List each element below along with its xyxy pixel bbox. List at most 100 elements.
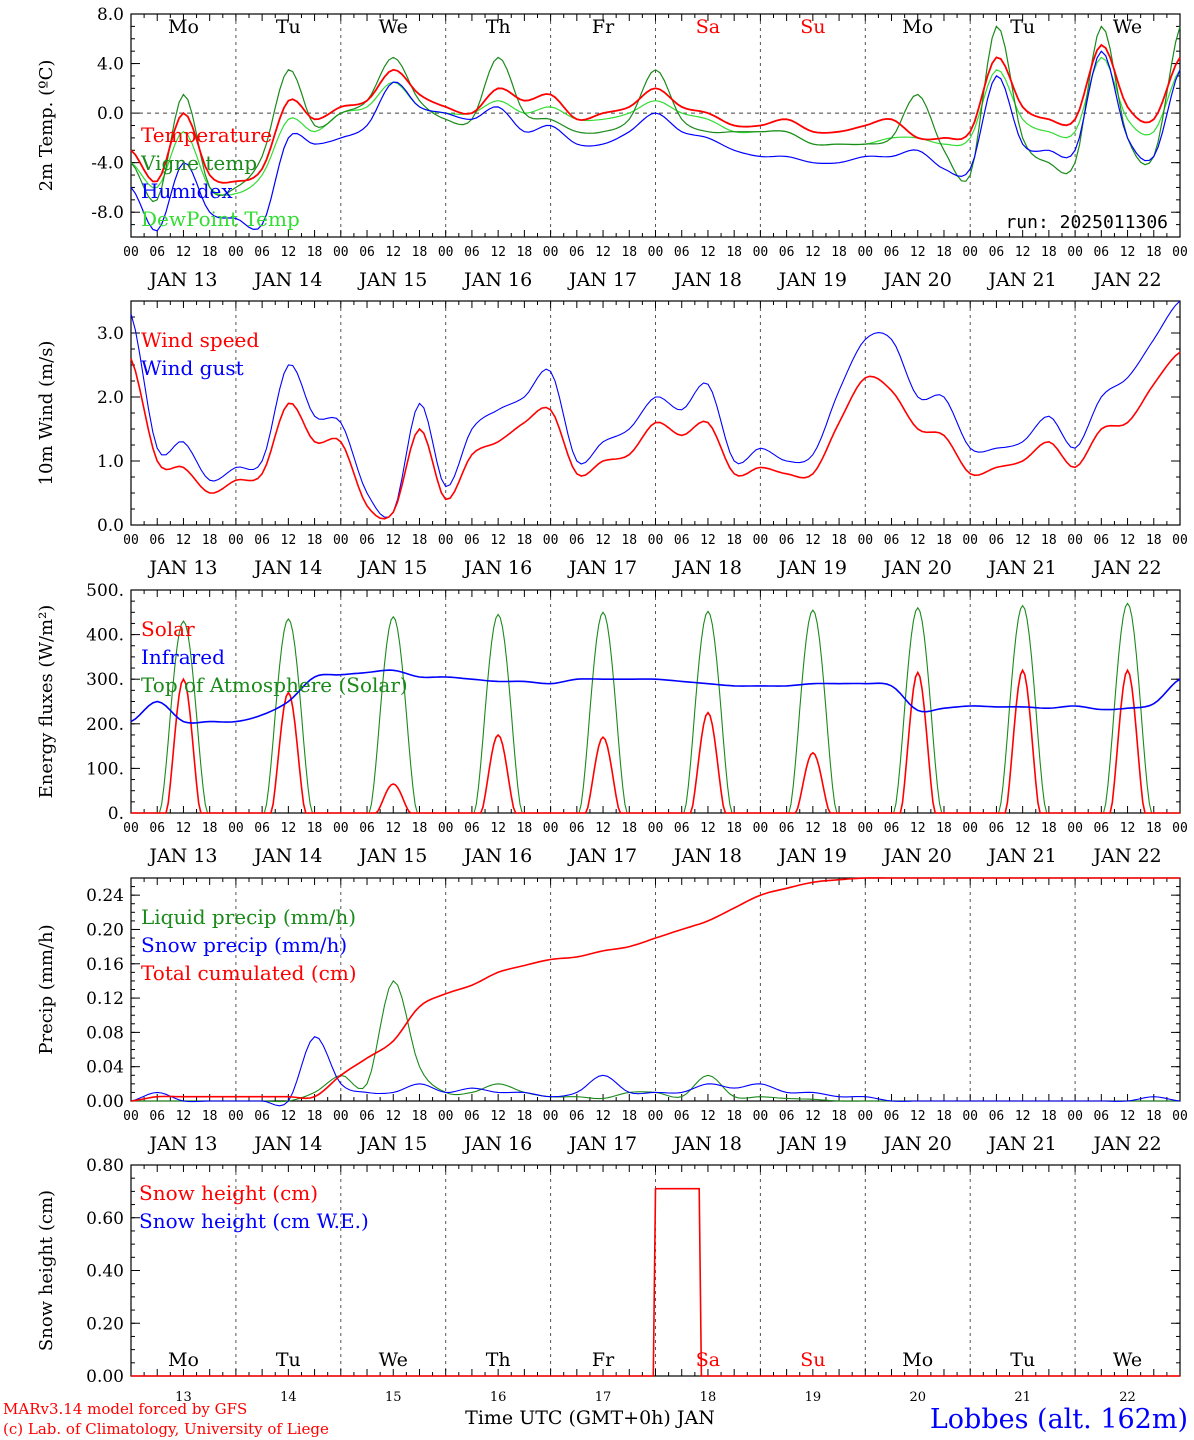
date-label: JAN 13: [147, 269, 217, 291]
day-number-label: 20: [909, 1390, 926, 1405]
y-tick-label: 1.0: [97, 452, 124, 472]
hour-label: 06: [779, 245, 795, 260]
hour-label: 00: [123, 1109, 139, 1124]
hour-label: 06: [1093, 1109, 1109, 1124]
hour-label: 00: [1067, 1109, 1083, 1124]
series-line-infrared: [130, 669, 1181, 724]
hour-label: 18: [1041, 1109, 1057, 1124]
hour-label: 00: [543, 245, 559, 260]
hour-label: 06: [674, 533, 690, 548]
hour-label: 00: [1067, 533, 1083, 548]
hour-label: 18: [1146, 821, 1162, 836]
date-label: JAN 22: [1091, 557, 1161, 579]
hour-label: 06: [569, 1109, 585, 1124]
series-line-wind-gust: [130, 300, 1181, 518]
date-label: JAN 19: [777, 557, 847, 579]
hour-label: 00: [648, 533, 664, 548]
date-label: JAN 17: [567, 1133, 637, 1155]
date-label: JAN 13: [147, 557, 217, 579]
hour-label: 00: [438, 533, 454, 548]
y-tick-label: 0.40: [86, 1262, 124, 1282]
hour-label: 12: [490, 821, 506, 836]
weekday-label: Tu: [276, 16, 301, 38]
hour-label: 00: [438, 245, 454, 260]
hour-label: 06: [569, 245, 585, 260]
weekday-label: Mo: [168, 16, 199, 38]
y-tick-label: 0.0: [97, 516, 124, 536]
hour-label: 00: [648, 245, 664, 260]
weekday-label: Sa: [696, 16, 720, 38]
hour-label: 06: [569, 821, 585, 836]
hour-label: 12: [385, 821, 401, 836]
legend-entry: Wind gust: [141, 356, 244, 380]
hour-label: 12: [805, 821, 821, 836]
hour-label: 18: [202, 533, 218, 548]
y-tick-label: 0.0: [97, 104, 124, 124]
legend-entry: Wind speed: [141, 328, 259, 352]
series-line-snow-precip-mm-h-: [130, 1036, 1181, 1107]
hour-label: 18: [517, 821, 533, 836]
hour-label: 06: [674, 821, 690, 836]
hour-label: 12: [176, 245, 192, 260]
hour-label: 06: [359, 533, 375, 548]
date-label: JAN 21: [987, 1133, 1057, 1155]
hour-label: 00: [753, 821, 769, 836]
hour-label: 06: [674, 1109, 690, 1124]
hour-label: 12: [1120, 1109, 1136, 1124]
date-label: JAN 15: [357, 1133, 427, 1155]
hour-label: 00: [648, 821, 664, 836]
hour-label: 00: [123, 821, 139, 836]
hour-label: 12: [595, 821, 611, 836]
hour-label: 18: [202, 1109, 218, 1124]
hour-label: 12: [595, 1109, 611, 1124]
date-label: JAN 17: [567, 557, 637, 579]
date-label: JAN 14: [252, 269, 322, 291]
date-label: JAN 22: [1091, 269, 1161, 291]
hour-label: 06: [149, 1109, 165, 1124]
hour-label: 06: [149, 245, 165, 260]
hour-label: 06: [989, 821, 1005, 836]
hour-label: 18: [307, 245, 323, 260]
hour-label: 06: [464, 245, 480, 260]
hour-label: 00: [1067, 821, 1083, 836]
hour-label: 12: [176, 821, 192, 836]
panel-energy: 0. 100. 200. 300. 400. 500. Energy fluxes (W/m…: [36, 581, 1188, 867]
hour-label: 12: [700, 245, 716, 260]
hour-label: 00: [753, 1109, 769, 1124]
series-line-wind-speed: [130, 351, 1181, 520]
day-number-label: 16: [490, 1390, 507, 1405]
hour-label: 00: [962, 1109, 978, 1124]
y-tick-label: 0.60: [86, 1209, 124, 1229]
hour-label: 00: [333, 533, 349, 548]
legend-entry: Infrared: [141, 645, 225, 669]
series-line-humidex: [130, 50, 1181, 232]
date-label: JAN 18: [672, 269, 742, 291]
day-number-label: 21: [1014, 1390, 1031, 1405]
hour-label: 18: [1041, 245, 1057, 260]
hour-label: 12: [1120, 245, 1136, 260]
hour-label: 12: [805, 245, 821, 260]
legend-entry: Solar: [141, 617, 195, 641]
date-label: JAN 21: [987, 269, 1057, 291]
date-label: JAN 13: [147, 845, 217, 867]
hour-label: 06: [359, 821, 375, 836]
hour-label: 18: [726, 821, 742, 836]
weekday-label: Th: [486, 16, 511, 38]
hour-label: 00: [1172, 533, 1188, 548]
hour-label: 00: [123, 245, 139, 260]
y-axis-label: 2m Temp. (ºC): [36, 60, 57, 192]
legend-entry: Temperature: [141, 123, 272, 147]
chart-panels: -8.0 -4.0 0.0 4.0 8.0 2m Temp. (ºC) 00 06 12 18 00…: [36, 5, 1188, 1405]
y-tick-label: 0.80: [86, 1156, 124, 1176]
hour-label: 18: [936, 533, 952, 548]
hour-label: 12: [1015, 533, 1031, 548]
hour-label: 18: [831, 821, 847, 836]
hour-label: 06: [464, 1109, 480, 1124]
y-axis-label: Precip (mm/h): [36, 924, 57, 1054]
series-line-temperature: [130, 43, 1181, 184]
date-label: JAN 13: [147, 1133, 217, 1155]
hour-label: 18: [202, 245, 218, 260]
date-label: JAN 16: [462, 557, 532, 579]
footer-line1: MARv3.14 model forced by GFS: [3, 1400, 247, 1418]
hour-label: 12: [910, 533, 926, 548]
